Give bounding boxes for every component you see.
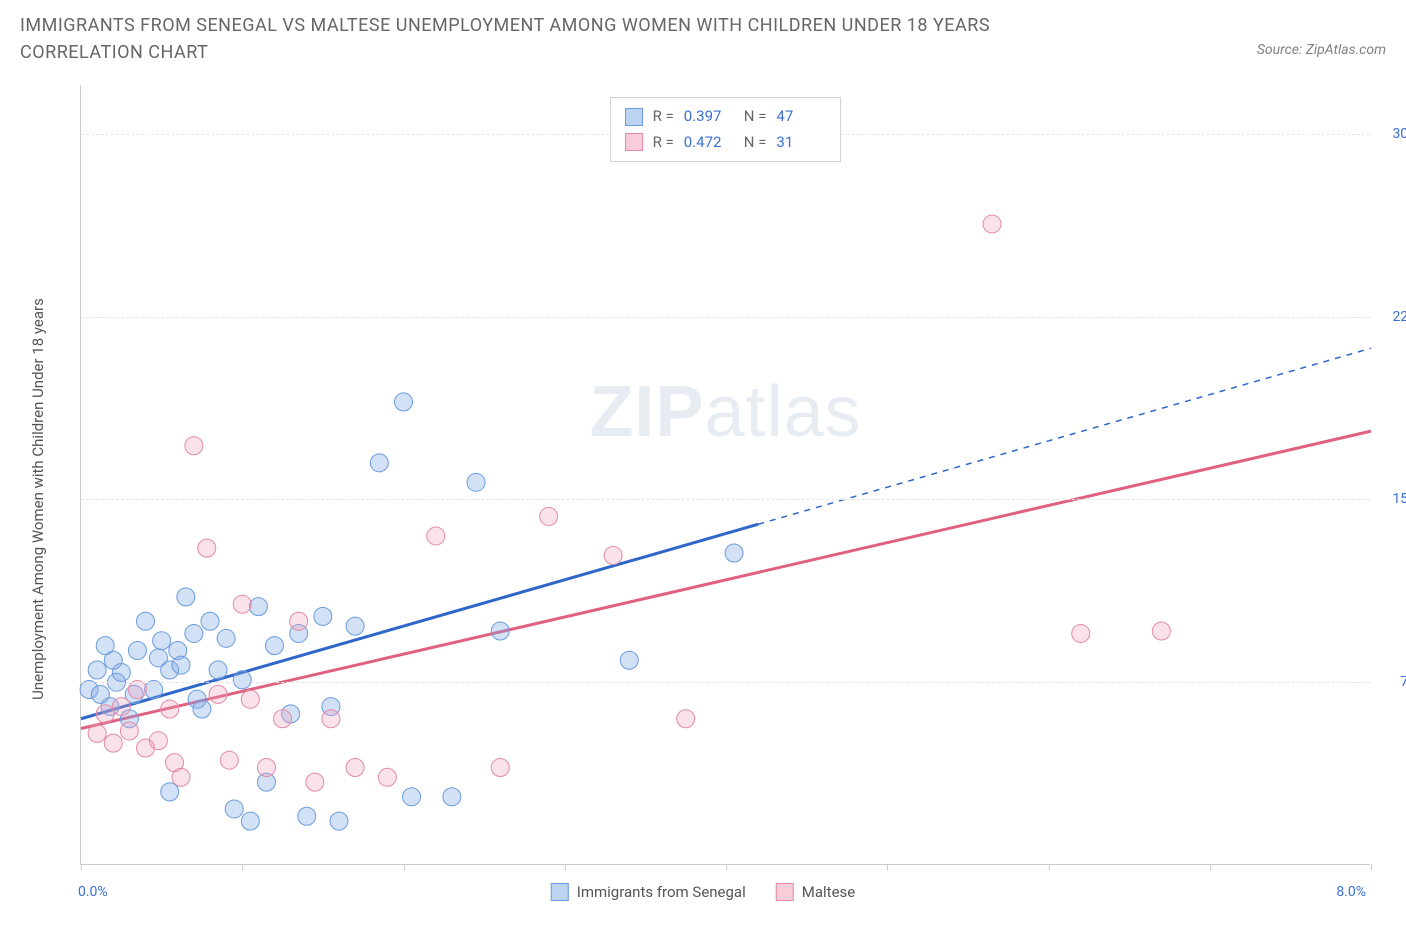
source-label: Source: ZipAtlas.com [1257,42,1386,58]
stats-row-maltese: R = 0.472 N = 31 [625,130,827,156]
chart-title: IMMIGRANTS FROM SENEGAL VS MALTESE UNEMP… [20,12,1110,66]
legend-item-senegal: Immigrants from Senegal [551,883,746,901]
chart-container: Unemployment Among Women with Children U… [20,75,1386,905]
y-tick-label: 22.5% [1392,309,1406,325]
x-axis-max-label: 8.0% [1336,884,1366,900]
swatch-maltese-icon [776,883,794,901]
stats-row-senegal: R = 0.397 N = 47 [625,104,827,130]
y-tick-label: 15.0% [1392,491,1406,507]
legend-item-maltese: Maltese [776,883,855,901]
scatter-svg [81,85,1370,864]
swatch-maltese [625,133,643,151]
y-tick-label: 30.0% [1392,126,1406,142]
bottom-legend: Immigrants from Senegal Maltese [551,883,855,901]
stats-legend: R = 0.397 N = 47 R = 0.472 N = 31 [610,97,842,162]
plot-area: ZIPatlas R = 0.397 N = 47 R = 0.472 N = … [80,85,1370,865]
swatch-senegal [625,108,643,126]
y-axis-label: Unemployment Among Women with Children U… [29,298,47,700]
x-axis-min-label: 0.0% [78,884,108,900]
swatch-senegal-icon [551,883,569,901]
y-tick-label: 7.5% [1400,674,1406,690]
